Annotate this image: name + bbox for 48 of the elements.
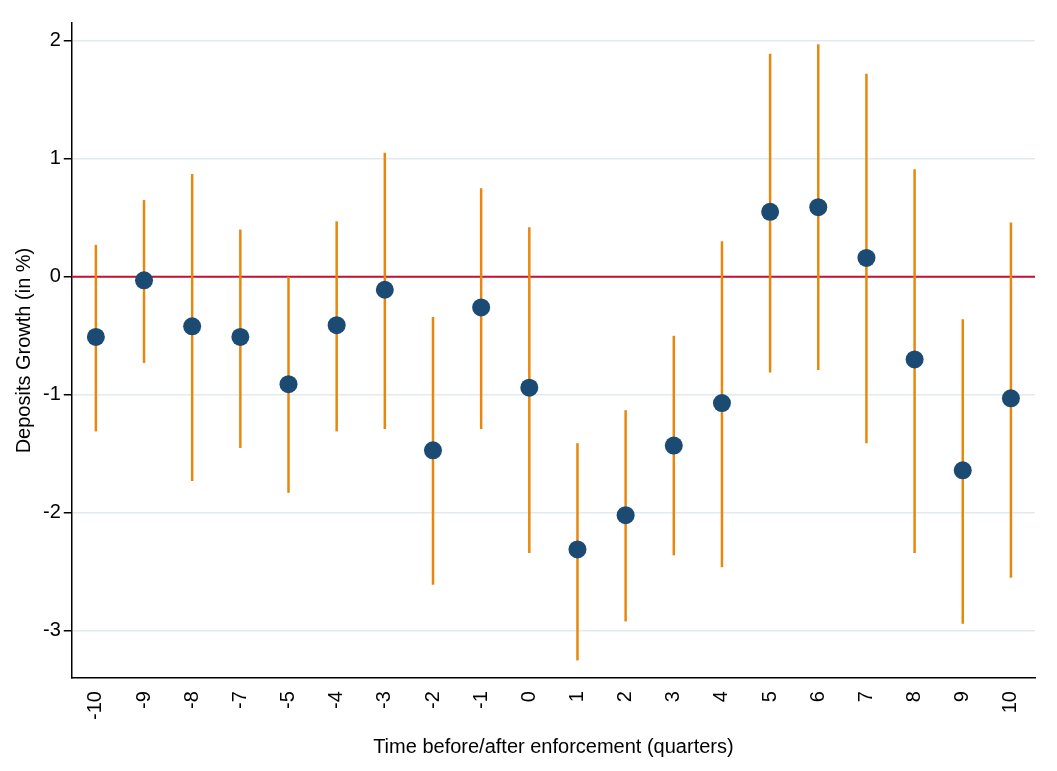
- x-tick-label: -4: [324, 691, 347, 709]
- point: [809, 198, 828, 217]
- point: [327, 316, 346, 335]
- x-tick-label: -10: [83, 691, 106, 720]
- point: [905, 350, 924, 369]
- point: [664, 436, 683, 455]
- point: [375, 280, 394, 299]
- x-tick-label: 4: [709, 691, 732, 703]
- x-tick-label: 0: [516, 691, 539, 703]
- point: [568, 540, 587, 559]
- x-tick-label: 1: [564, 691, 587, 703]
- y-tick-label: 1: [49, 146, 61, 169]
- x-tick-label: 5: [757, 691, 780, 703]
- point: [761, 202, 780, 221]
- point: [231, 327, 250, 346]
- point: [279, 375, 298, 394]
- x-tick-label: 7: [853, 691, 876, 703]
- x-tick-label: -9: [131, 691, 154, 709]
- y-axis-title: Deposits Growth (in %): [11, 247, 34, 454]
- y-tick-label: -3: [42, 618, 61, 641]
- point: [616, 506, 635, 525]
- x-tick-label: -1: [468, 691, 491, 709]
- x-tick-label: -7: [227, 691, 250, 709]
- y-tick-label: -2: [42, 500, 61, 523]
- x-tick-label: 10: [998, 691, 1021, 714]
- point: [953, 461, 972, 480]
- point: [423, 441, 442, 460]
- point: [520, 378, 539, 397]
- x-tick-label: 9: [950, 691, 973, 703]
- x-axis-title: Time before/after enforcement (quarters): [373, 734, 734, 757]
- point: [135, 271, 154, 290]
- point: [86, 327, 105, 346]
- point: [183, 317, 202, 336]
- x-tick-label: -2: [420, 691, 443, 709]
- x-tick-label: -3: [372, 691, 395, 709]
- x-tick-label: 8: [902, 691, 925, 703]
- y-tick-label: 2: [49, 28, 61, 51]
- x-tick-label: -8: [179, 691, 202, 709]
- point: [1001, 389, 1020, 408]
- x-tick-label: 6: [805, 691, 828, 703]
- point: [712, 394, 731, 413]
- y-tick-label: 0: [49, 264, 61, 287]
- point: [472, 298, 491, 317]
- x-tick-label: 3: [661, 691, 684, 703]
- x-tick-label: 2: [613, 691, 636, 703]
- x-tick-label: -5: [276, 691, 299, 709]
- y-tick-label: -1: [42, 382, 61, 405]
- point: [857, 248, 876, 267]
